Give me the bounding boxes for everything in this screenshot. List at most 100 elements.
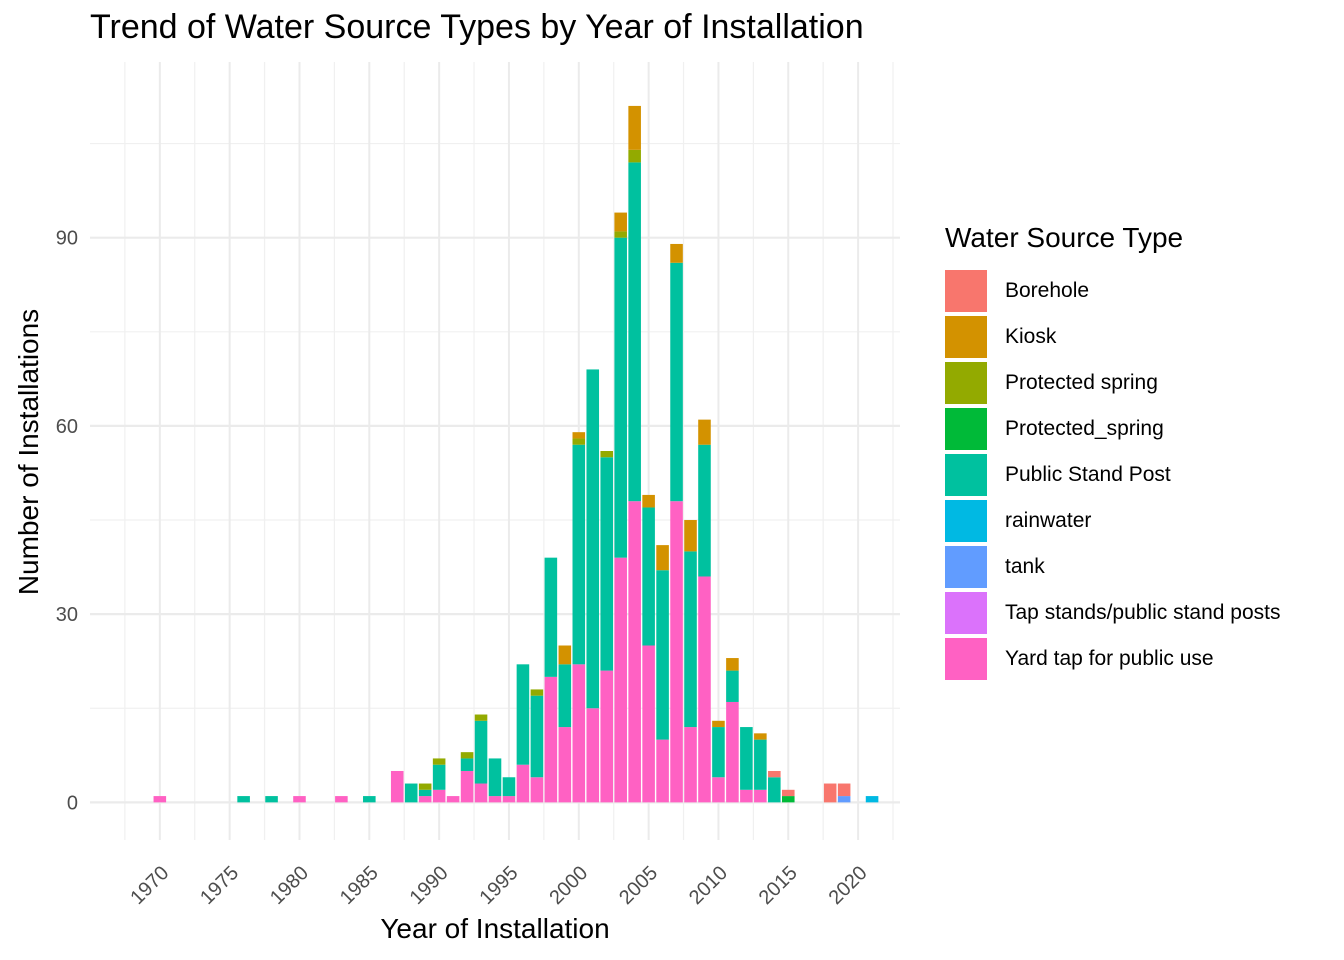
bar-segment [530, 689, 544, 696]
bar-segment [628, 149, 641, 163]
bar-segment [474, 714, 488, 721]
legend-item: Tap stands/public stand posts [945, 590, 1281, 636]
legend-item: Borehole [945, 268, 1281, 314]
bar-segment [432, 764, 446, 790]
bar-segment [153, 796, 167, 803]
bar-segment [614, 237, 627, 558]
bar-segment [684, 551, 697, 728]
bar-segment [684, 727, 697, 803]
legend-swatch [945, 500, 987, 542]
legend-swatch [945, 316, 987, 358]
bar-segment [698, 444, 711, 577]
legend-swatch [945, 638, 987, 680]
bar-segment [614, 231, 627, 238]
bar-segment [265, 796, 278, 803]
bar-segment [516, 664, 530, 765]
x-tick-label: 1970 [126, 862, 173, 909]
bar-segment [516, 764, 530, 803]
legend-swatch [945, 270, 987, 312]
legend-item: Protected_spring [945, 406, 1281, 452]
bar-segment [293, 796, 306, 803]
legend-label: Yard tap for public use [1005, 647, 1214, 670]
bar-segment [237, 796, 250, 803]
legend-title: Water Source Type [945, 222, 1184, 253]
bar-segment [530, 777, 544, 803]
legend-item: tank [945, 544, 1281, 590]
bar-segment [418, 789, 432, 797]
x-tick-label: 1980 [266, 862, 313, 909]
bar-segment [572, 438, 586, 445]
y-tick-label: 30 [56, 604, 78, 626]
legend-swatch [945, 362, 987, 404]
bar-segment [754, 789, 767, 803]
legend-label: Kiosk [1005, 325, 1057, 348]
bar-segment [754, 733, 767, 740]
legend-label: Tap stands/public stand posts [1005, 601, 1281, 624]
bar-segment [614, 557, 627, 803]
bar-segment [586, 708, 600, 803]
bar-segment [642, 507, 655, 646]
bar-segment [460, 758, 474, 771]
legend-label: Public Stand Post [1005, 463, 1171, 486]
bar-segment [740, 789, 753, 803]
bar-segment [670, 243, 683, 263]
legend-swatch [945, 592, 987, 634]
legend-swatch [945, 546, 987, 588]
bar-segment [600, 457, 614, 671]
y-tick-label: 0 [67, 792, 78, 814]
bar-segment [768, 770, 781, 778]
bar-segment [600, 451, 614, 458]
x-tick-label: 1975 [196, 862, 243, 909]
bar-segment [572, 432, 586, 439]
x-axis-label: Year of Installation [380, 913, 609, 944]
bar-segment [600, 670, 614, 803]
bar-segment [712, 777, 725, 803]
bar-segment [642, 645, 655, 803]
x-tick-label: 2000 [545, 862, 592, 909]
bar-segment [432, 758, 446, 765]
legend-item: rainwater [945, 498, 1281, 544]
legend-item: Protected spring [945, 360, 1281, 406]
bar-segment [726, 670, 739, 702]
bar-segment [335, 796, 348, 803]
bar-segment [684, 520, 697, 552]
bar-segment [670, 501, 683, 803]
legend-label: tank [1005, 555, 1045, 578]
bar-segment [530, 695, 544, 778]
bar-segment [670, 262, 683, 502]
bar-segment [418, 796, 432, 803]
bar-segment [544, 557, 558, 677]
bar-segment [474, 783, 488, 803]
bar-segment [712, 727, 725, 778]
bar-segment [781, 796, 795, 803]
x-tick-label: 2015 [755, 862, 802, 909]
bar-segment [726, 658, 739, 671]
legend: Water Source Type Borehole Kiosk Protected… [945, 222, 1281, 682]
y-tick-label: 60 [56, 416, 78, 438]
x-tick-label: 1985 [336, 862, 383, 909]
bar-segment [865, 796, 879, 803]
legend-item: Yard tap for public use [945, 636, 1281, 682]
x-tick-label: 2020 [825, 862, 872, 909]
bar-segment [446, 796, 460, 803]
bar-segment [837, 796, 851, 803]
x-tick-label: 2005 [615, 862, 662, 909]
bar-segment [404, 783, 418, 803]
bar-segment [642, 494, 655, 508]
bar-segment [768, 777, 781, 803]
legend-swatch [945, 408, 987, 450]
bar-segment [488, 796, 502, 803]
bar-segment [544, 676, 558, 803]
bar-segment [781, 789, 795, 797]
legend-swatch [945, 454, 987, 496]
bar-segment [823, 783, 837, 803]
x-tick-label: 1990 [406, 862, 453, 909]
bar-segment [656, 570, 669, 740]
bar-segment [628, 162, 641, 502]
legend-label: Borehole [1005, 279, 1090, 302]
y-tick-label: 90 [56, 228, 78, 250]
bar-segment [586, 369, 600, 709]
y-axis-label: Number of Installations [13, 309, 44, 595]
bar-segment [837, 783, 851, 797]
